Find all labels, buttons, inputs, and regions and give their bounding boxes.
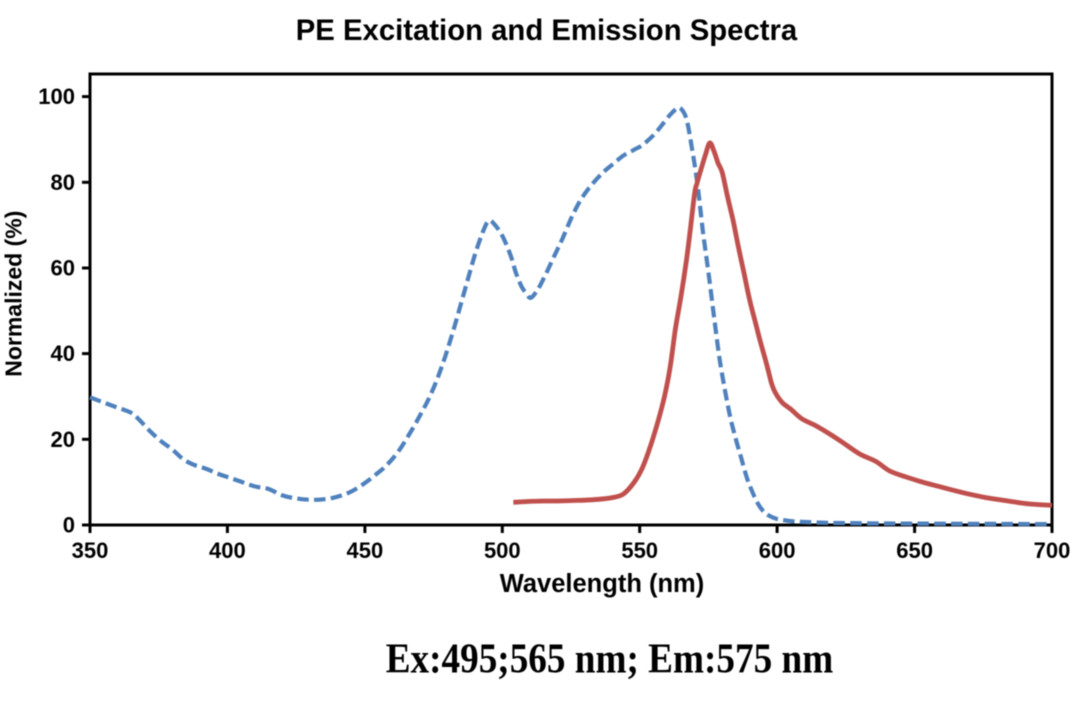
svg-text:0: 0: [63, 513, 75, 538]
svg-text:550: 550: [621, 538, 658, 563]
svg-text:20: 20: [51, 427, 75, 452]
svg-text:60: 60: [51, 256, 75, 281]
svg-text:500: 500: [484, 538, 521, 563]
svg-text:350: 350: [72, 538, 109, 563]
svg-text:700: 700: [1034, 538, 1071, 563]
svg-text:400: 400: [209, 538, 246, 563]
svg-text:Normalized (%): Normalized (%): [1, 211, 27, 377]
svg-text:80: 80: [51, 170, 75, 195]
svg-text:40: 40: [51, 341, 75, 366]
svg-text:650: 650: [896, 538, 933, 563]
svg-text:600: 600: [759, 538, 796, 563]
svg-text:450: 450: [347, 538, 384, 563]
svg-text:Wavelength (nm): Wavelength (nm): [500, 570, 704, 598]
svg-text:100: 100: [38, 84, 75, 109]
svg-text:PE Excitation and Emission Spe: PE Excitation and Emission Spectra: [296, 14, 798, 47]
svg-text:Ex:495;565 nm; Em:575 nm: Ex:495;565 nm; Em:575 nm: [386, 637, 834, 683]
